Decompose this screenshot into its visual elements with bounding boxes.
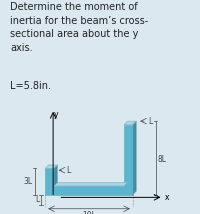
Text: L: L <box>35 195 39 205</box>
Text: 8L: 8L <box>157 155 166 164</box>
Polygon shape <box>124 121 136 125</box>
Polygon shape <box>45 165 58 168</box>
Text: y: y <box>54 110 58 119</box>
Text: L: L <box>149 117 153 126</box>
Polygon shape <box>54 183 128 186</box>
Text: 3L: 3L <box>23 177 32 186</box>
Text: x: x <box>164 193 169 202</box>
Text: Determine the moment of
inertia for the beam’s cross-
sectional area about the y: Determine the moment of inertia for the … <box>10 2 148 53</box>
Polygon shape <box>45 125 133 195</box>
Polygon shape <box>133 121 136 195</box>
Polygon shape <box>54 165 58 186</box>
Text: L: L <box>66 166 71 175</box>
Text: L=5.8in.: L=5.8in. <box>10 81 51 91</box>
Text: 10L: 10L <box>82 211 96 214</box>
